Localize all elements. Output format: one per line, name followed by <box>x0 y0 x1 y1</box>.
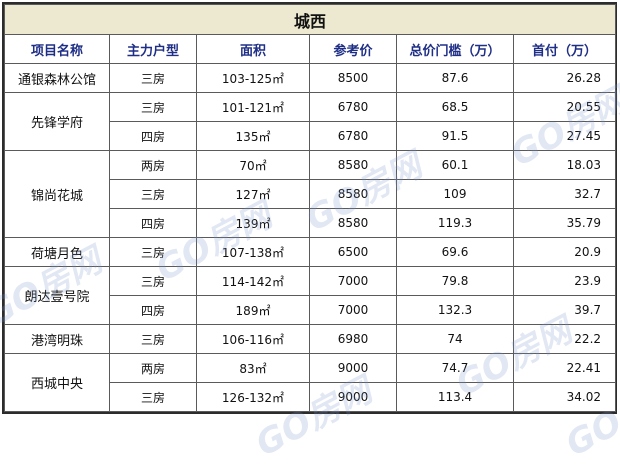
down-payment-cell: 18.03 <box>512 150 617 180</box>
reference-price-cell: 6780 <box>309 92 397 122</box>
down-payment-cell: 20.9 <box>512 237 617 267</box>
reference-price-cell: 8580 <box>309 208 397 238</box>
reference-price-cell: 9000 <box>309 353 397 383</box>
unit-type-cell: 三房 <box>109 92 197 122</box>
header-reference-price: 参考价 <box>309 34 397 64</box>
table-row: 朗达壹号院 三房 114-142㎡ 7000 79.8 23.9 <box>4 266 617 325</box>
reference-price-cell: 6500 <box>309 237 397 267</box>
unit-type-cell: 两房 <box>109 150 197 180</box>
down-payment-cell: 34.02 <box>512 382 617 412</box>
price-table-frame: 城西 项目名称 主力户型 面积 参考价 总价门槛（万） 首付（万） 通银森林公馆… <box>2 2 617 414</box>
unit-type-cell: 四房 <box>109 295 197 325</box>
reference-price-cell: 8500 <box>309 63 397 93</box>
area-cell: 114-142㎡ <box>196 266 310 296</box>
unit-type-cell: 三房 <box>109 63 197 93</box>
down-payment-cell: 32.7 <box>512 179 617 209</box>
project-name-cell: 港湾明珠 <box>4 324 110 354</box>
project-name-cell: 通银森林公馆 <box>4 63 110 93</box>
header-down-payment: 首付（万） <box>512 34 617 64</box>
table-title: 城西 <box>3 4 617 35</box>
table-body: 通银森林公馆 三房 103-125㎡ 8500 87.6 26.28 先锋学府 三房 101-1… <box>4 63 617 412</box>
table-row: 先锋学府 三房 101-121㎡ 6780 68.5 20.55 <box>4 92 617 151</box>
unit-type-cell: 三房 <box>109 237 197 267</box>
table-row: 荷塘月色 三房 107-138㎡ 6500 69.6 20.9 <box>4 237 617 267</box>
table-row: 港湾明珠 三房 106-116㎡ 6980 74 22.2 <box>4 324 617 354</box>
table-row: 锦尚花城 两房 70㎡ 8580 60.1 18.03 <box>4 150 617 238</box>
table-row: 四房 139㎡ 8580 119.3 35.79 <box>5 208 617 238</box>
unit-type-cell: 三房 <box>109 324 197 354</box>
down-payment-cell: 20.55 <box>512 92 617 122</box>
total-price-cell: 69.6 <box>396 237 514 267</box>
down-payment-cell: 22.2 <box>512 324 617 354</box>
reference-price-cell: 7000 <box>309 295 397 325</box>
total-price-cell: 109 <box>396 179 514 209</box>
table-row: 西城中央 两房 83㎡ 9000 74.7 22.41 <box>4 353 617 412</box>
table-row: 四房 189㎡ 7000 132.3 39.7 <box>5 295 617 325</box>
total-price-cell: 68.5 <box>396 92 514 122</box>
unit-type-cell: 四房 <box>109 208 197 238</box>
area-cell: 139㎡ <box>196 208 310 238</box>
unit-type-cell: 三房 <box>109 382 197 412</box>
total-price-cell: 60.1 <box>396 150 514 180</box>
total-price-cell: 113.4 <box>396 382 514 412</box>
project-name-cell: 朗达壹号院 <box>4 266 110 325</box>
reference-price-cell: 8580 <box>309 150 397 180</box>
table-row: 三房 127㎡ 8580 109 32.7 <box>5 179 617 209</box>
project-name-cell: 西城中央 <box>4 353 110 412</box>
reference-price-cell: 6980 <box>309 324 397 354</box>
total-price-cell: 87.6 <box>396 63 514 93</box>
total-price-cell: 74.7 <box>396 353 514 383</box>
total-price-cell: 132.3 <box>396 295 514 325</box>
area-cell: 107-138㎡ <box>196 237 310 267</box>
down-payment-cell: 26.28 <box>512 63 617 93</box>
area-cell: 103-125㎡ <box>196 63 310 93</box>
table-row: 四房 135㎡ 6780 91.5 27.45 <box>5 121 617 151</box>
unit-type-cell: 三房 <box>109 179 197 209</box>
down-payment-cell: 39.7 <box>512 295 617 325</box>
total-price-cell: 119.3 <box>396 208 514 238</box>
reference-price-cell: 6780 <box>309 121 397 151</box>
price-table: 城西 项目名称 主力户型 面积 参考价 总价门槛（万） 首付（万） 通银森林公馆… <box>3 4 617 412</box>
down-payment-cell: 35.79 <box>512 208 617 238</box>
unit-type-cell: 三房 <box>109 266 197 296</box>
reference-price-cell: 7000 <box>309 266 397 296</box>
down-payment-cell: 23.9 <box>512 266 617 296</box>
header-total-price-threshold: 总价门槛（万） <box>396 34 514 64</box>
unit-type-cell: 四房 <box>109 121 197 151</box>
unit-type-cell: 两房 <box>109 353 197 383</box>
down-payment-cell: 22.41 <box>512 353 617 383</box>
down-payment-cell: 27.45 <box>512 121 617 151</box>
total-price-cell: 74 <box>396 324 514 354</box>
area-cell: 126-132㎡ <box>196 382 310 412</box>
table-row: 通银森林公馆 三房 103-125㎡ 8500 87.6 26.28 <box>4 63 617 93</box>
header-area: 面积 <box>196 34 310 64</box>
project-name-cell: 锦尚花城 <box>4 150 110 238</box>
area-cell: 189㎡ <box>196 295 310 325</box>
total-price-cell: 91.5 <box>396 121 514 151</box>
header-project-name: 项目名称 <box>4 34 110 64</box>
project-name-cell: 先锋学府 <box>4 92 110 151</box>
area-cell: 135㎡ <box>196 121 310 151</box>
project-name-cell: 荷塘月色 <box>4 237 110 267</box>
area-cell: 83㎡ <box>196 353 310 383</box>
area-cell: 101-121㎡ <box>196 92 310 122</box>
table-row: 三房 126-132㎡ 9000 113.4 34.02 <box>5 382 617 412</box>
area-cell: 106-116㎡ <box>196 324 310 354</box>
total-price-cell: 79.8 <box>396 266 514 296</box>
area-cell: 127㎡ <box>196 179 310 209</box>
header-main-unit-type: 主力户型 <box>109 34 197 64</box>
reference-price-cell: 9000 <box>309 382 397 412</box>
reference-price-cell: 8580 <box>309 179 397 209</box>
area-cell: 70㎡ <box>196 150 310 180</box>
